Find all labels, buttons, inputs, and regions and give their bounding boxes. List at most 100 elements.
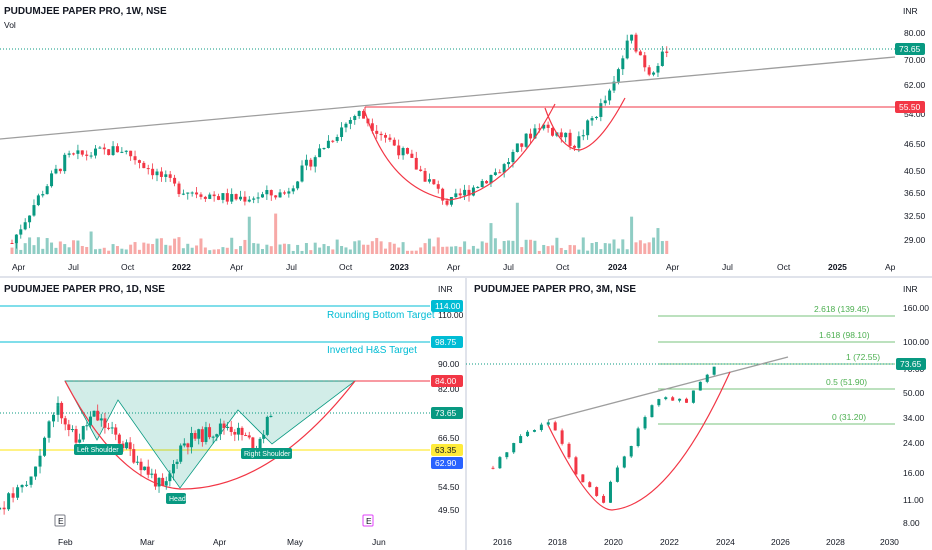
candle-body	[340, 127, 344, 137]
candle-body	[58, 168, 62, 172]
volume-bar	[159, 238, 163, 254]
candle-body	[159, 171, 163, 177]
volume-bar	[546, 246, 550, 254]
candle-body	[567, 443, 571, 458]
volume-bar	[612, 239, 616, 254]
candle-body	[590, 118, 594, 121]
daily-badge-84	[431, 375, 463, 387]
volume-bar	[485, 242, 489, 254]
fibonacci-extension[interactable]: 2.618 (139.45) 1.618 (98.10) 1 (72.55) 0…	[658, 304, 895, 425]
cup-arc-2[interactable]	[544, 97, 626, 151]
volume-bar	[559, 247, 563, 254]
daily-time-axis[interactable]: Feb Mar Apr May Jun	[58, 537, 386, 547]
candle-body	[96, 410, 100, 421]
daily-chart-panel[interactable]: PUDUMJEE PAPER PRO, 1D, NSE INR Rounding…	[0, 284, 464, 547]
quarterly-y-tick: 100.00	[903, 337, 929, 347]
quarterly-chart-panel[interactable]: PUDUMJEE PAPER PRO, 3M, NSE INR 2.618 (1…	[466, 284, 929, 547]
daily-badge-text: 114.00	[435, 301, 461, 311]
candle-body	[419, 169, 423, 171]
weekly-x-tick: 2022	[172, 262, 191, 272]
candle-body	[107, 149, 111, 156]
head-label-box	[166, 493, 186, 504]
volume-bar	[23, 243, 27, 254]
volume-bar	[313, 242, 317, 254]
volume-bar	[335, 239, 339, 254]
volume-bar	[177, 237, 181, 254]
quarterly-y-tick: 34.00	[903, 413, 925, 423]
quarterly-x-tick: 2018	[548, 537, 567, 547]
candle-body	[218, 423, 222, 435]
volume-bar	[234, 249, 238, 254]
daily-badge-text: 73.65	[435, 408, 457, 418]
rising-trendline[interactable]	[0, 56, 896, 140]
earnings-marker[interactable]	[54, 514, 66, 527]
quarterly-trendline[interactable]	[547, 356, 789, 421]
candle-body	[98, 147, 102, 149]
candle-body	[546, 124, 550, 128]
earnings-marker[interactable]	[362, 514, 374, 527]
candle-body	[326, 140, 330, 148]
weekly-chart-panel[interactable]: PUDUMJEE PAPER PRO, 1W, NSE Vol INR 80.0…	[0, 0, 932, 275]
candle-body	[221, 193, 225, 200]
quarterly-y-tick: 50.00	[903, 388, 925, 398]
volume-bar	[454, 246, 458, 254]
candle-body	[28, 215, 32, 223]
candle-body	[485, 181, 489, 184]
candle-body	[56, 402, 60, 406]
candle-body	[304, 159, 308, 166]
quarterly-x-tick: 2022	[660, 537, 679, 547]
candle-body	[269, 190, 273, 196]
candle-body	[247, 435, 251, 438]
candle-body	[236, 427, 240, 435]
daily-y-tick: 49.50	[438, 505, 460, 515]
candle-body	[150, 473, 154, 475]
volume-bar	[599, 249, 603, 254]
candle-body	[278, 192, 282, 198]
fib-label: 2.618 (139.45)	[814, 304, 869, 314]
weekly-price-axis[interactable]: 80.00 70.00 62.00 54.00 46.50 40.50 36.5…	[904, 28, 926, 245]
volume-bar	[111, 244, 115, 254]
candle-body	[63, 418, 67, 425]
volume-bar	[190, 247, 194, 254]
cup-arc-1[interactable]	[364, 103, 556, 201]
candle-body	[454, 193, 458, 198]
volume-bar	[463, 241, 467, 254]
daily-x-tick: Apr	[213, 537, 226, 547]
volume-bar	[476, 248, 480, 254]
volume-bar	[173, 238, 177, 254]
weekly-time-axis[interactable]: Apr Jul Oct 2022 Apr Jul Oct 2023 Apr Ju…	[12, 262, 896, 272]
volume-bar	[414, 250, 418, 254]
volume-bar	[353, 241, 357, 254]
candle-body	[712, 366, 716, 375]
quarterly-time-axis[interactable]: 2016 2018 2020 2022 2024 2026 2028 2030	[493, 537, 899, 547]
candle-body	[139, 461, 143, 471]
candle-body	[182, 443, 186, 446]
volume-bar	[32, 245, 36, 254]
volume-bar	[72, 240, 76, 254]
volume-bar	[603, 243, 607, 254]
volume-bar	[384, 248, 388, 254]
candle-body	[384, 135, 388, 138]
volume-bar	[142, 242, 146, 254]
right-shoulder-label: Right Shoulder	[244, 451, 291, 458]
candle-body	[553, 422, 557, 431]
volume-bar	[366, 244, 370, 254]
quarterly-y-tick: 24.00	[903, 438, 925, 448]
volume-bar	[115, 246, 119, 254]
candle-body	[449, 197, 453, 205]
candle-body	[685, 398, 688, 403]
daily-badge-text: 98.75	[435, 337, 457, 347]
weekly-x-tick: Oct	[339, 262, 353, 272]
volume-bar	[304, 243, 308, 254]
volume-bar	[665, 240, 669, 254]
candle-body	[179, 445, 183, 462]
daily-badge-114	[431, 300, 463, 312]
quarterly-price-axis[interactable]: 160.00 100.00 70.00 50.00 34.00 24.00 16…	[903, 303, 929, 528]
volume-bar	[340, 245, 344, 254]
volume-bar	[577, 249, 581, 254]
candle-body	[47, 421, 51, 438]
rounding-bottom-arc[interactable]	[64, 380, 356, 490]
candle-body	[186, 443, 190, 448]
volume-bar	[291, 250, 295, 254]
daily-price-axis[interactable]: 110.00 90.00 82.00 66.50 54.50 49.50	[438, 310, 464, 515]
